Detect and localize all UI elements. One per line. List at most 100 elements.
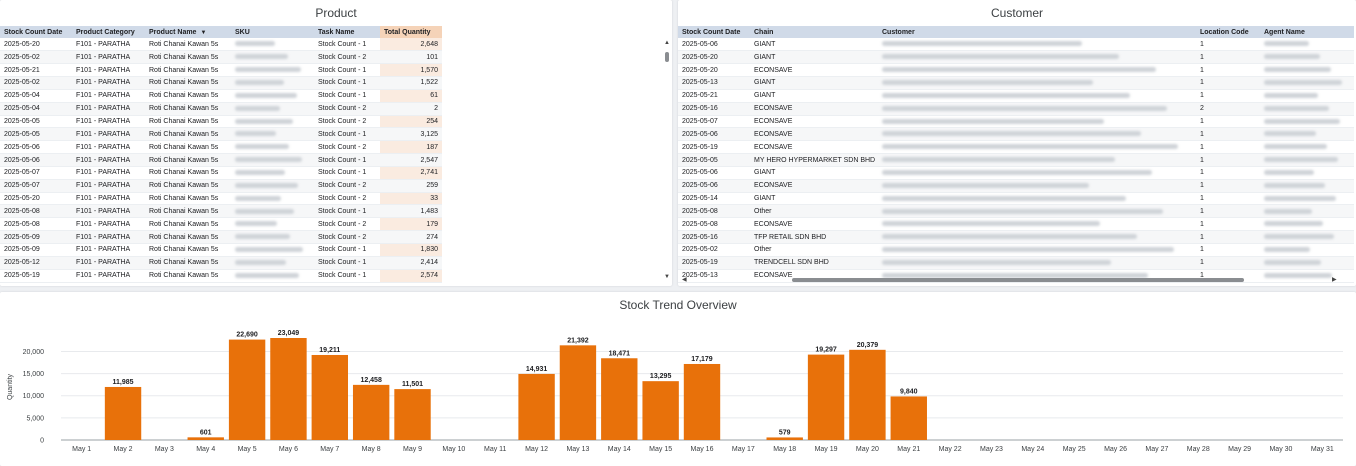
col-stock-count-date[interactable]: Stock Count Date	[678, 26, 750, 38]
col-sku[interactable]: SKU	[231, 26, 314, 38]
redacted-text	[235, 195, 281, 201]
cell-sku-redacted	[231, 63, 314, 78]
table-row[interactable]: 2025-05-09 F101 - PARATHA Roti Chanai Kawa…	[0, 230, 442, 244]
bar[interactable]	[890, 396, 927, 440]
table-row[interactable]: 2025-05-19 TRENDCELL SDN BHD 1	[678, 256, 1354, 270]
cell-agent-name-redacted	[1260, 102, 1354, 116]
table-row[interactable]: 2025-05-12 F101 - PARATHA Roti Chanai Kawa…	[0, 256, 442, 270]
bar[interactable]	[104, 386, 142, 440]
cell-product-category: F101 - PARATHA	[72, 76, 145, 90]
table-row[interactable]: 2025-05-02 F101 - PARATHA Roti Chanai Kawa…	[0, 50, 442, 65]
table-row[interactable]: 2025-05-06 F101 - PARATHA Roti Chanai Kawa…	[0, 140, 442, 155]
col-task-name[interactable]: Task Name	[314, 26, 380, 38]
table-row[interactable]: 2025-05-21 F101 - PARATHA Roti Chanai Kawa…	[0, 63, 442, 78]
table-row[interactable]: 2025-05-20 ECONSAVE 1	[678, 63, 1354, 78]
bar[interactable]	[601, 358, 638, 440]
chart-title: Stock Trend Overview	[619, 298, 737, 312]
redacted-text	[1264, 259, 1321, 265]
table-row[interactable]: 2025-05-20 GIANT 1	[678, 50, 1354, 65]
table-row[interactable]: 2025-05-06 F101 - PARATHA Roti Chanai Kawa…	[0, 153, 442, 167]
scroll-right-arrow-icon[interactable]: ▶	[1332, 277, 1337, 283]
table-row[interactable]: 2025-05-06 GIANT 1	[678, 38, 1354, 52]
col-product-name[interactable]: Product Name ▼	[145, 26, 231, 38]
table-row[interactable]: 2025-05-07 F101 - PARATHA Roti Chanai Kawa…	[0, 166, 442, 180]
cell-product-name: Roti Chanai Kawan 5s	[145, 243, 231, 257]
redacted-text	[882, 182, 1089, 188]
bar[interactable]	[807, 354, 845, 440]
col-total-quantity[interactable]: Total Quantity	[380, 26, 442, 38]
table-row[interactable]: 2025-05-09 F101 - PARATHA Roti Chanai Kawa…	[0, 243, 442, 257]
table-row[interactable]: 2025-05-08 F101 - PARATHA Roti Chanai Kawa…	[0, 217, 442, 232]
scroll-down-arrow-icon[interactable]: ▼	[664, 274, 670, 280]
data-label: 23,049	[278, 330, 300, 337]
bar[interactable]	[642, 381, 679, 440]
redacted-text	[1264, 41, 1309, 47]
cell-product-category: F101 - PARATHA	[72, 192, 145, 206]
table-row[interactable]: 2025-05-20 F101 - PARATHA Roti Chanai Kawa…	[0, 38, 442, 52]
col-customer[interactable]: Customer	[878, 26, 1196, 38]
bar[interactable]	[352, 384, 390, 440]
cell-product-category: F101 - PARATHA	[72, 179, 145, 193]
bar[interactable]	[683, 363, 721, 440]
product-vertical-scrollbar[interactable]: ▲ ▼	[663, 40, 671, 284]
bar[interactable]	[766, 437, 803, 440]
cell-task-name: Stock Count - 2	[314, 140, 380, 155]
table-row[interactable]: 2025-05-05 MY HERO HYPERMARKET SDN BHD 1	[678, 153, 1354, 167]
customer-scroll-thumb[interactable]	[792, 278, 1244, 282]
data-label: 11,985	[113, 379, 134, 386]
data-label: 11,501	[402, 381, 423, 388]
table-row[interactable]: 2025-05-08 Other 1	[678, 204, 1354, 219]
bar[interactable]	[228, 339, 266, 440]
cell-total-quantity: 2,741	[380, 166, 442, 180]
col-location-code[interactable]: Location Code	[1196, 26, 1260, 38]
bar[interactable]	[518, 373, 555, 440]
table-row[interactable]: 2025-05-06 ECONSAVE 1	[678, 179, 1354, 193]
scroll-up-arrow-icon[interactable]: ▲	[664, 40, 670, 46]
product-scroll-thumb[interactable]	[665, 52, 669, 62]
table-row[interactable]: 2025-05-13 GIANT 1	[678, 76, 1354, 90]
cell-total-quantity: 2,414	[380, 256, 442, 270]
table-row[interactable]: 2025-05-07 F101 - PARATHA Roti Chanai Kawa…	[0, 179, 442, 193]
sort-descending-icon[interactable]: ▼	[200, 29, 207, 36]
table-row[interactable]: 2025-05-08 F101 - PARATHA Roti Chanai Kawa…	[0, 204, 442, 219]
bar[interactable]	[187, 437, 224, 440]
table-row[interactable]: 2025-05-08 ECONSAVE 1	[678, 217, 1354, 232]
table-row[interactable]: 2025-05-16 ECONSAVE 2	[678, 102, 1354, 116]
cell-stock-count-date: 2025-05-09	[0, 243, 72, 257]
redacted-text	[882, 208, 1163, 214]
table-row[interactable]: 2025-05-20 F101 - PARATHA Roti Chanai Kawa…	[0, 192, 442, 206]
cell-stock-count-date: 2025-05-08	[0, 217, 72, 232]
col-chain[interactable]: Chain	[750, 26, 878, 38]
bar[interactable]	[394, 389, 431, 440]
bar[interactable]	[849, 349, 886, 440]
cell-customer-redacted	[878, 76, 1196, 90]
col-agent-name[interactable]: Agent Name	[1260, 26, 1354, 38]
table-row[interactable]: 2025-05-07 ECONSAVE 1	[678, 115, 1354, 129]
customer-horizontal-scrollbar[interactable]: ◀ ▶	[682, 277, 1352, 284]
col-product-category[interactable]: Product Category	[72, 26, 145, 38]
bar[interactable]	[311, 354, 349, 440]
table-row[interactable]: 2025-05-02 Other 1	[678, 243, 1354, 257]
cell-chain: Other	[750, 204, 878, 219]
table-row[interactable]: 2025-05-05 F101 - PARATHA Roti Chanai Kawa…	[0, 115, 442, 129]
table-row[interactable]: 2025-05-04 F101 - PARATHA Roti Chanai Kawa…	[0, 89, 442, 103]
table-row[interactable]: 2025-05-19 F101 - PARATHA Roti Chanai Kawa…	[0, 269, 442, 283]
table-row[interactable]: 2025-05-02 F101 - PARATHA Roti Chanai Kawa…	[0, 76, 442, 90]
cell-task-name: Stock Count - 1	[314, 204, 380, 219]
cell-stock-count-date: 2025-05-08	[678, 204, 750, 219]
col-stock-count-date[interactable]: Stock Count Date	[0, 26, 72, 38]
table-row[interactable]: 2025-05-05 F101 - PARATHA Roti Chanai Kawa…	[0, 127, 442, 142]
bar[interactable]	[559, 345, 597, 440]
table-row[interactable]: 2025-05-04 F101 - PARATHA Roti Chanai Kawa…	[0, 102, 442, 116]
table-row[interactable]: 2025-05-19 ECONSAVE 1	[678, 140, 1354, 155]
cell-product-category: F101 - PARATHA	[72, 204, 145, 219]
table-row[interactable]: 2025-05-16 TFP RETAIL SDN BHD 1	[678, 230, 1354, 244]
x-tick-label: May 14	[608, 446, 631, 453]
bar[interactable]	[270, 338, 307, 440]
table-row[interactable]: 2025-05-06 ECONSAVE 1	[678, 127, 1354, 142]
scroll-left-arrow-icon[interactable]: ◀	[682, 277, 687, 283]
table-row[interactable]: 2025-05-14 GIANT 1	[678, 192, 1354, 206]
cell-customer-redacted	[878, 115, 1196, 129]
table-row[interactable]: 2025-05-06 GIANT 1	[678, 166, 1354, 180]
table-row[interactable]: 2025-05-21 GIANT 1	[678, 89, 1354, 103]
